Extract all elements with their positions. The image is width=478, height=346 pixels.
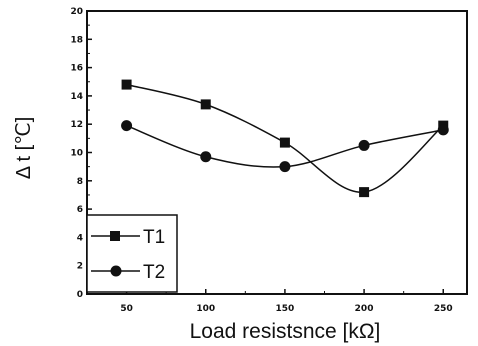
- data-point-t2: [437, 124, 449, 136]
- y-tick-label: 6: [77, 205, 83, 215]
- y-tick-label: 0: [77, 290, 83, 300]
- y-tick-label: 20: [70, 7, 83, 17]
- y-axis-ticks: 0 2 4 6 8 10 12 14 16 18 20: [70, 7, 92, 300]
- legend-t2-label: T2: [143, 262, 165, 283]
- legend-box: [86, 214, 178, 293]
- y-axis-label: Δ t [℃]: [13, 117, 35, 180]
- y-tick-label: 2: [77, 262, 83, 272]
- legend-t1-marker: [110, 231, 120, 241]
- legend-t1-label: T1: [143, 227, 165, 248]
- y-tick-label: 8: [77, 177, 83, 187]
- x-tick-label: 200: [355, 304, 374, 314]
- x-axis-ticks: 50 100 150 200 250: [86, 289, 453, 314]
- data-point-t1: [359, 187, 370, 198]
- x-tick-label: 100: [196, 304, 215, 314]
- x-axis-label: Load resistsnce [kΩ]: [190, 320, 381, 343]
- data-point-t2: [279, 161, 291, 173]
- y-tick-label: 16: [70, 64, 83, 74]
- data-point-t1: [200, 99, 211, 110]
- series-layer: [121, 79, 449, 198]
- y-tick-label: 18: [70, 35, 83, 45]
- legend-t2-marker: [110, 265, 122, 277]
- x-tick-label: 250: [434, 304, 453, 314]
- data-point-t1: [279, 137, 290, 148]
- x-tick-label: 150: [276, 304, 295, 314]
- data-point-t2: [200, 151, 212, 163]
- legend: T1 T2: [86, 214, 178, 293]
- y-tick-label: 4: [77, 233, 83, 243]
- data-point-t2: [121, 120, 133, 132]
- y-tick-label: 10: [70, 149, 83, 159]
- x-tick-label: 50: [120, 304, 133, 314]
- data-point-t1: [121, 79, 132, 90]
- y-tick-label: 12: [70, 120, 83, 130]
- data-point-t2: [358, 139, 370, 151]
- y-tick-label: 14: [70, 92, 83, 102]
